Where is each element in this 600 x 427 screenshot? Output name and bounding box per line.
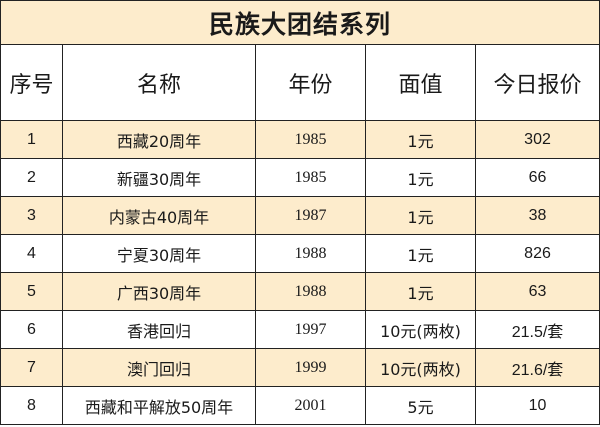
row-face-value: 5元 <box>365 386 476 425</box>
row-face-value: 1元 <box>365 120 476 159</box>
column-header-price: 今日报价 <box>474 44 600 121</box>
row-name: 新疆30周年 <box>62 158 256 197</box>
table-row: 1 西藏20周年 1985 1元 302 <box>0 120 600 159</box>
row-face-value: 1元 <box>365 234 476 273</box>
row-price: 21.6/套 <box>474 348 600 387</box>
row-year: 2001 <box>255 386 366 425</box>
row-index: 1 <box>0 120 63 159</box>
row-name: 宁夏30周年 <box>62 234 256 273</box>
row-face-value: 1元 <box>365 158 476 197</box>
row-year: 1997 <box>255 310 366 349</box>
row-face-value: 10元(两枚) <box>365 348 476 387</box>
row-year: 1985 <box>255 158 366 197</box>
row-name: 内蒙古40周年 <box>62 196 256 235</box>
row-price: 302 <box>474 120 600 159</box>
row-price: 38 <box>474 196 600 235</box>
row-price: 826 <box>474 234 600 273</box>
column-header-year: 年份 <box>255 44 366 121</box>
row-name: 澳门回归 <box>62 348 256 387</box>
table-row: 8 西藏和平解放50周年 2001 5元 10 <box>0 386 600 425</box>
row-face-value: 10元(两枚) <box>365 310 476 349</box>
row-index: 4 <box>0 234 63 273</box>
header-row: 序号 名称 年份 面值 今日报价 <box>0 44 600 121</box>
table-row: 6 香港回归 1997 10元(两枚) 21.5/套 <box>0 310 600 349</box>
table-row: 2 新疆30周年 1985 1元 66 <box>0 158 600 197</box>
column-header-index: 序号 <box>0 44 63 121</box>
row-index: 8 <box>0 386 63 425</box>
row-index: 6 <box>0 310 63 349</box>
table-row: 5 广西30周年 1988 1元 63 <box>0 272 600 311</box>
row-name: 香港回归 <box>62 310 256 349</box>
row-name: 西藏20周年 <box>62 120 256 159</box>
table-row: 4 宁夏30周年 1988 1元 826 <box>0 234 600 273</box>
row-face-value: 1元 <box>365 272 476 311</box>
column-header-face-value: 面值 <box>365 44 476 121</box>
row-price: 63 <box>474 272 600 311</box>
row-year: 1987 <box>255 196 366 235</box>
row-year: 1988 <box>255 272 366 311</box>
table-row: 7 澳门回归 1999 10元(两枚) 21.6/套 <box>0 348 600 387</box>
table-title: 民族大团结系列 <box>0 0 600 45</box>
row-index: 7 <box>0 348 63 387</box>
row-price: 21.5/套 <box>474 310 600 349</box>
row-price: 66 <box>474 158 600 197</box>
table-row: 3 内蒙古40周年 1987 1元 38 <box>0 196 600 235</box>
title-row: 民族大团结系列 <box>0 0 600 45</box>
row-index: 2 <box>0 158 63 197</box>
row-year: 1988 <box>255 234 366 273</box>
row-name: 西藏和平解放50周年 <box>62 386 256 425</box>
row-year: 1999 <box>255 348 366 387</box>
row-price: 10 <box>474 386 600 425</box>
row-index: 5 <box>0 272 63 311</box>
row-face-value: 1元 <box>365 196 476 235</box>
column-header-name: 名称 <box>62 44 256 121</box>
row-name: 广西30周年 <box>62 272 256 311</box>
row-index: 3 <box>0 196 63 235</box>
row-year: 1985 <box>255 120 366 159</box>
